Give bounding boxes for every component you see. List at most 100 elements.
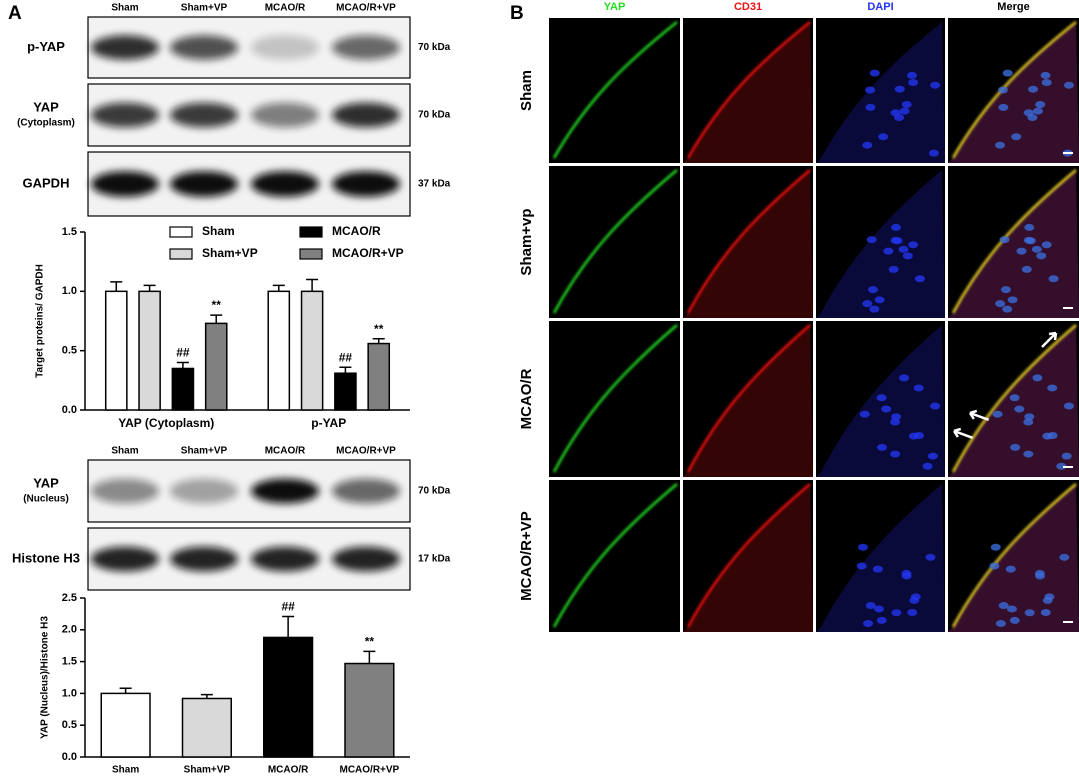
nucleus	[891, 413, 902, 421]
nucleus	[865, 86, 876, 94]
nucleus	[1002, 305, 1013, 313]
blot-band	[91, 35, 159, 60]
blot-band	[332, 478, 400, 504]
group-label: MCAO/R+VP	[518, 511, 535, 601]
y-tick-label: 0.5	[62, 345, 77, 357]
arrow	[1041, 331, 1058, 348]
nucleus	[910, 593, 921, 601]
membrane	[951, 169, 1077, 314]
nucleus	[1031, 245, 1042, 253]
blot-row-label: YAP	[33, 475, 59, 490]
legend-label: MCAO/R	[332, 224, 381, 238]
blot-band	[251, 478, 319, 504]
nucleus	[1002, 69, 1013, 77]
significance-label: **	[212, 298, 222, 312]
micrograph	[549, 166, 680, 318]
error-bar	[339, 366, 352, 374]
nucleus	[892, 237, 903, 245]
tissue	[816, 22, 945, 163]
tissue	[948, 22, 1079, 163]
blot-band	[332, 102, 400, 128]
nucleus	[914, 275, 925, 283]
arrow	[952, 427, 974, 439]
nucleus	[1047, 384, 1058, 392]
nucleus	[894, 85, 905, 93]
nucleus	[866, 236, 877, 244]
error-bar	[200, 693, 213, 699]
nucleus	[1041, 78, 1052, 86]
significance-label: **	[374, 322, 384, 336]
micrograph	[549, 321, 680, 477]
nucleus	[995, 300, 1006, 308]
group-label: Sham+vp	[518, 208, 535, 275]
bar	[263, 636, 314, 758]
blot-row-label: YAP	[33, 99, 59, 114]
nucleus	[1005, 565, 1016, 573]
nucleus	[1040, 71, 1051, 79]
nucleus	[995, 620, 1006, 628]
membrane	[552, 21, 678, 159]
bar	[104, 290, 128, 411]
nucleus	[1044, 593, 1055, 601]
arrow	[968, 409, 990, 421]
nucleus	[992, 410, 1003, 418]
x-tick-label: MCAO/R+VP	[340, 765, 400, 776]
error-bar	[143, 284, 156, 292]
nucleus	[1048, 275, 1059, 283]
nucleus	[1009, 616, 1020, 624]
blot-band	[170, 546, 238, 572]
nucleus	[928, 149, 939, 157]
nucleus	[927, 452, 938, 460]
blot-band	[91, 478, 159, 504]
x-tick-label: Sham+VP	[184, 765, 231, 776]
lane-label: Sham	[111, 3, 138, 14]
nucleus	[1014, 405, 1025, 413]
y-axis-label: Target proteins/ GAPDH	[35, 264, 46, 378]
micrograph	[549, 480, 680, 632]
membrane	[951, 483, 1077, 628]
nucleus	[1025, 237, 1036, 245]
nucleus	[890, 418, 901, 426]
blot-band	[251, 35, 319, 60]
blot-band	[332, 546, 400, 572]
nucleus	[898, 245, 909, 253]
nucleus	[1006, 605, 1017, 613]
nucleus	[922, 462, 933, 470]
nucleus	[1024, 609, 1035, 617]
legend-swatch	[169, 248, 193, 260]
channel-label: Merge	[997, 1, 1029, 13]
nucleus	[902, 252, 913, 260]
bar	[204, 322, 228, 411]
nucleus	[878, 133, 889, 141]
nucleus	[876, 616, 887, 624]
blot-band	[332, 35, 400, 60]
nucleus	[862, 300, 873, 308]
micrograph	[549, 18, 680, 163]
nucleus	[1063, 402, 1074, 410]
tissue	[816, 170, 945, 318]
x-tick-label: Sham	[112, 765, 139, 776]
bar	[100, 692, 151, 758]
nucleus	[863, 620, 874, 628]
membrane	[552, 324, 678, 473]
nucleus	[862, 141, 873, 149]
nucleus	[925, 553, 936, 561]
bar	[367, 342, 391, 411]
nucleus	[1059, 553, 1070, 561]
x-tick-label: YAP (Cytoplasm)	[118, 416, 214, 430]
nucleus	[1061, 452, 1072, 460]
nucleus	[856, 562, 867, 570]
lane-label: Sham	[111, 446, 138, 457]
nucleus	[1000, 286, 1011, 294]
blot-size-label: 17 kDa	[418, 554, 451, 565]
y-tick-label: 0.5	[62, 719, 77, 731]
nucleus	[1036, 252, 1047, 260]
nucleus	[1021, 265, 1032, 273]
channel-label: YAP	[604, 1, 626, 13]
nucleus	[998, 103, 1009, 111]
error-bar	[282, 615, 295, 638]
y-tick-label: 2.5	[62, 592, 77, 604]
nucleus	[890, 450, 901, 458]
blot-band	[251, 546, 319, 572]
